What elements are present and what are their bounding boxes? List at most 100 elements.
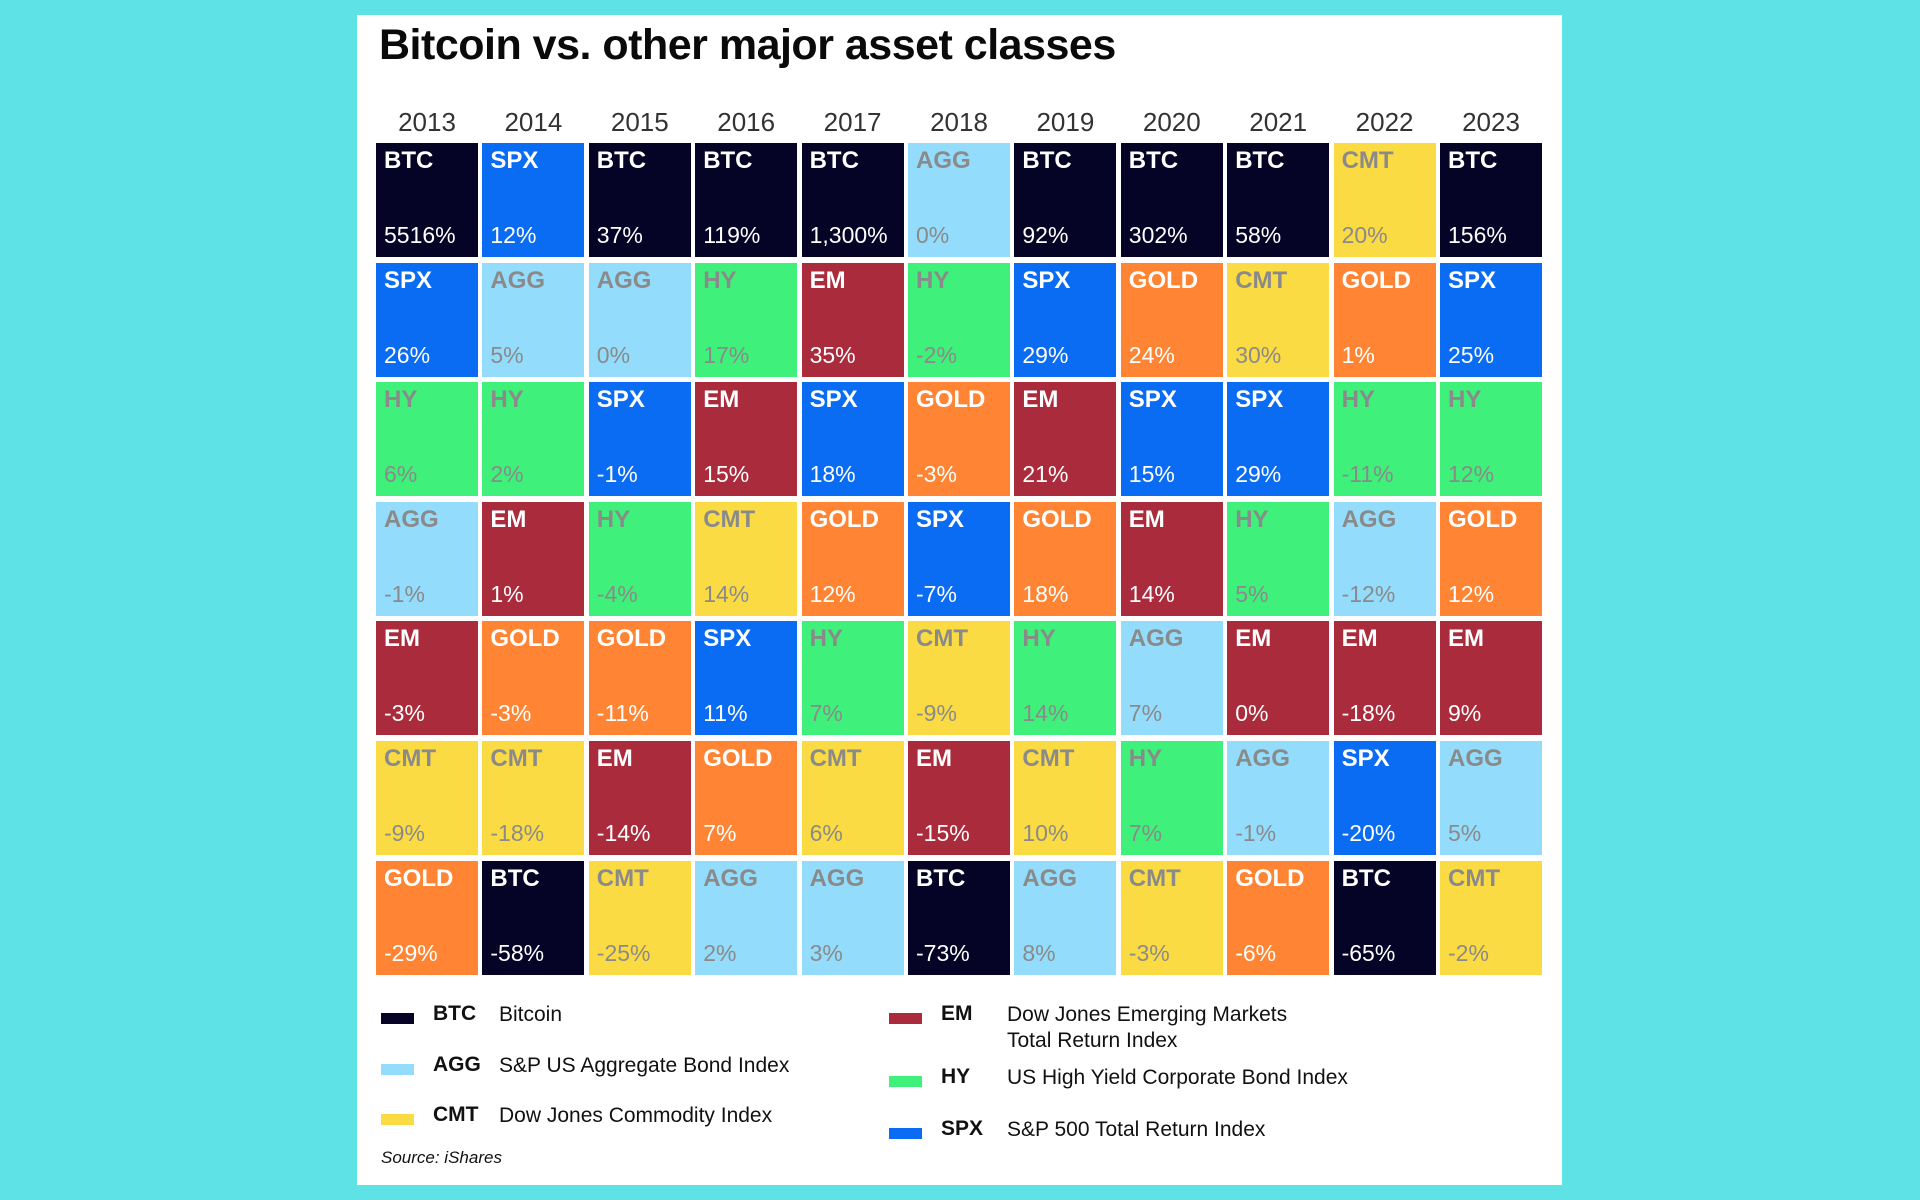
cell-asset-code: SPX: [703, 625, 752, 653]
cell-return-value: 1%: [1341, 341, 1375, 368]
cell-return-value: -58%: [490, 939, 545, 966]
cell-2021-gold: GOLD -6%: [1227, 860, 1330, 975]
cell-2022-spx: SPX -20%: [1333, 741, 1436, 855]
cell-2022-btc: BTC -65%: [1333, 860, 1436, 975]
cell-return-value: 5%: [1448, 820, 1482, 846]
legend-code: SPX: [941, 1117, 984, 1140]
cell-asset-code: CMT: [1448, 864, 1500, 892]
cell-2023-agg: AGG 5%: [1440, 741, 1542, 855]
cell-2017-btc: BTC 1,300%: [801, 143, 904, 257]
cell-return-value: 5%: [490, 341, 524, 368]
cell-asset-code: BTC: [809, 147, 859, 174]
cell-return-value: 5%: [1235, 580, 1269, 607]
cell-asset-code: HY: [1022, 625, 1056, 653]
cell-asset-code: GOLD: [1448, 505, 1518, 533]
cell-2015-cmt: CMT -25%: [588, 860, 691, 975]
cell-asset-code: EM: [1235, 625, 1272, 653]
chart-card: Bitcoin vs. other major asset classes 20…: [357, 15, 1562, 1185]
cell-2019-cmt: CMT 10%: [1014, 741, 1117, 855]
cell-return-value: 12%: [1448, 580, 1495, 607]
legend-code: EM: [941, 1002, 973, 1025]
cell-return-value: 119%: [703, 222, 761, 248]
cell-asset-code: HY: [596, 505, 631, 533]
cell-return-value: -20%: [1341, 820, 1396, 846]
legend-name: S&P US Aggregate Bond Index: [499, 1054, 790, 1077]
cell-asset-code: SPX: [1235, 386, 1284, 414]
year-label-2018: 2018: [930, 107, 988, 137]
year-label-2022: 2022: [1355, 107, 1414, 137]
cell-asset-code: CMT: [1235, 266, 1288, 294]
cell-2014-hy: HY 2%: [482, 382, 585, 497]
cell-2016-hy: HY 17%: [695, 262, 798, 377]
cell-return-value: 25%: [1448, 341, 1495, 368]
cell-return-value: 1%: [490, 580, 524, 607]
cell-return-value: 6%: [384, 461, 418, 488]
cell-asset-code: EM: [809, 266, 846, 294]
cell-return-value: 7%: [809, 700, 843, 727]
cell-2020-btc: BTC 302%: [1120, 143, 1223, 257]
cell-return-value: -1%: [384, 580, 425, 607]
year-label-2014: 2014: [504, 107, 563, 137]
cell-2021-btc: BTC 58%: [1227, 143, 1330, 257]
cell-asset-code: CMT: [490, 745, 543, 772]
cell-2022-em: EM -18%: [1333, 621, 1436, 736]
cell-return-value: -3%: [384, 700, 425, 727]
cell-2020-em: EM 14%: [1120, 501, 1223, 616]
cell-2018-agg: AGG 0%: [908, 143, 1010, 257]
cell-asset-code: HY: [1341, 386, 1375, 414]
cell-asset-code: SPX: [384, 266, 433, 294]
cell-2018-cmt: CMT -9%: [908, 621, 1010, 736]
year-label-2019: 2019: [1036, 107, 1095, 137]
cell-2018-hy: HY -2%: [908, 262, 1010, 377]
cell-2015-btc: BTC 37%: [588, 143, 691, 257]
cell-return-value: -9%: [916, 700, 957, 727]
cell-return-value: 12%: [490, 222, 537, 248]
cell-2015-hy: HY -4%: [588, 501, 691, 616]
cell-2015-spx: SPX -1%: [588, 382, 691, 497]
cell-return-value: 8%: [1022, 939, 1056, 966]
cell-2019-btc: BTC 92%: [1014, 143, 1117, 257]
cell-asset-code: SPX: [1448, 266, 1497, 294]
cell-return-value: 5516%: [384, 222, 456, 248]
cell-asset-code: GOLD: [916, 386, 986, 414]
cell-asset-code: SPX: [1128, 386, 1177, 414]
cell-return-value: 11%: [703, 700, 748, 727]
cell-return-value: -3%: [1128, 939, 1170, 966]
cell-return-value: -18%: [490, 820, 545, 846]
cell-2014-cmt: CMT -18%: [482, 741, 585, 855]
legend-swatch: [889, 1128, 922, 1139]
cell-asset-code: BTC: [1341, 864, 1391, 892]
cell-2020-gold: GOLD 24%: [1120, 262, 1223, 377]
cell-return-value: -1%: [596, 461, 638, 488]
cell-2017-gold: GOLD 12%: [801, 501, 904, 616]
legend-swatch: [381, 1064, 414, 1075]
cell-return-value: 21%: [1022, 461, 1069, 488]
cell-return-value: -3%: [490, 700, 532, 727]
cell-asset-code: BTC: [596, 147, 647, 174]
cell-2019-agg: AGG 8%: [1014, 860, 1117, 975]
cell-asset-code: EM: [1128, 505, 1165, 533]
cell-return-value: 6%: [809, 820, 843, 846]
cell-2017-spx: SPX 18%: [801, 382, 904, 497]
year-label-2016: 2016: [717, 107, 776, 137]
cell-2020-spx: SPX 15%: [1120, 382, 1223, 497]
cell-2017-em: EM 35%: [801, 262, 904, 377]
year-label-2023: 2023: [1462, 107, 1520, 137]
cell-asset-code: EM: [916, 745, 952, 772]
cell-asset-code: BTC: [1448, 147, 1498, 174]
cell-asset-code: SPX: [596, 386, 645, 414]
cell-return-value: 14%: [703, 580, 750, 607]
cell-2014-gold: GOLD -3%: [482, 621, 585, 736]
cell-asset-code: GOLD: [490, 625, 560, 653]
cell-2016-btc: BTC 119%: [695, 143, 798, 257]
cell-2022-gold: GOLD 1%: [1333, 262, 1436, 377]
cell-2015-gold: GOLD -11%: [588, 621, 691, 736]
cell-return-value: 24%: [1128, 341, 1175, 368]
cell-asset-code: AGG: [916, 147, 971, 174]
cell-asset-code: SPX: [1341, 745, 1390, 772]
cell-asset-code: AGG: [1341, 505, 1397, 533]
cell-return-value: 0%: [596, 341, 631, 368]
cell-asset-code: HY: [1128, 745, 1163, 772]
cell-2019-hy: HY 14%: [1014, 621, 1117, 736]
cell-2016-cmt: CMT 14%: [695, 501, 798, 616]
